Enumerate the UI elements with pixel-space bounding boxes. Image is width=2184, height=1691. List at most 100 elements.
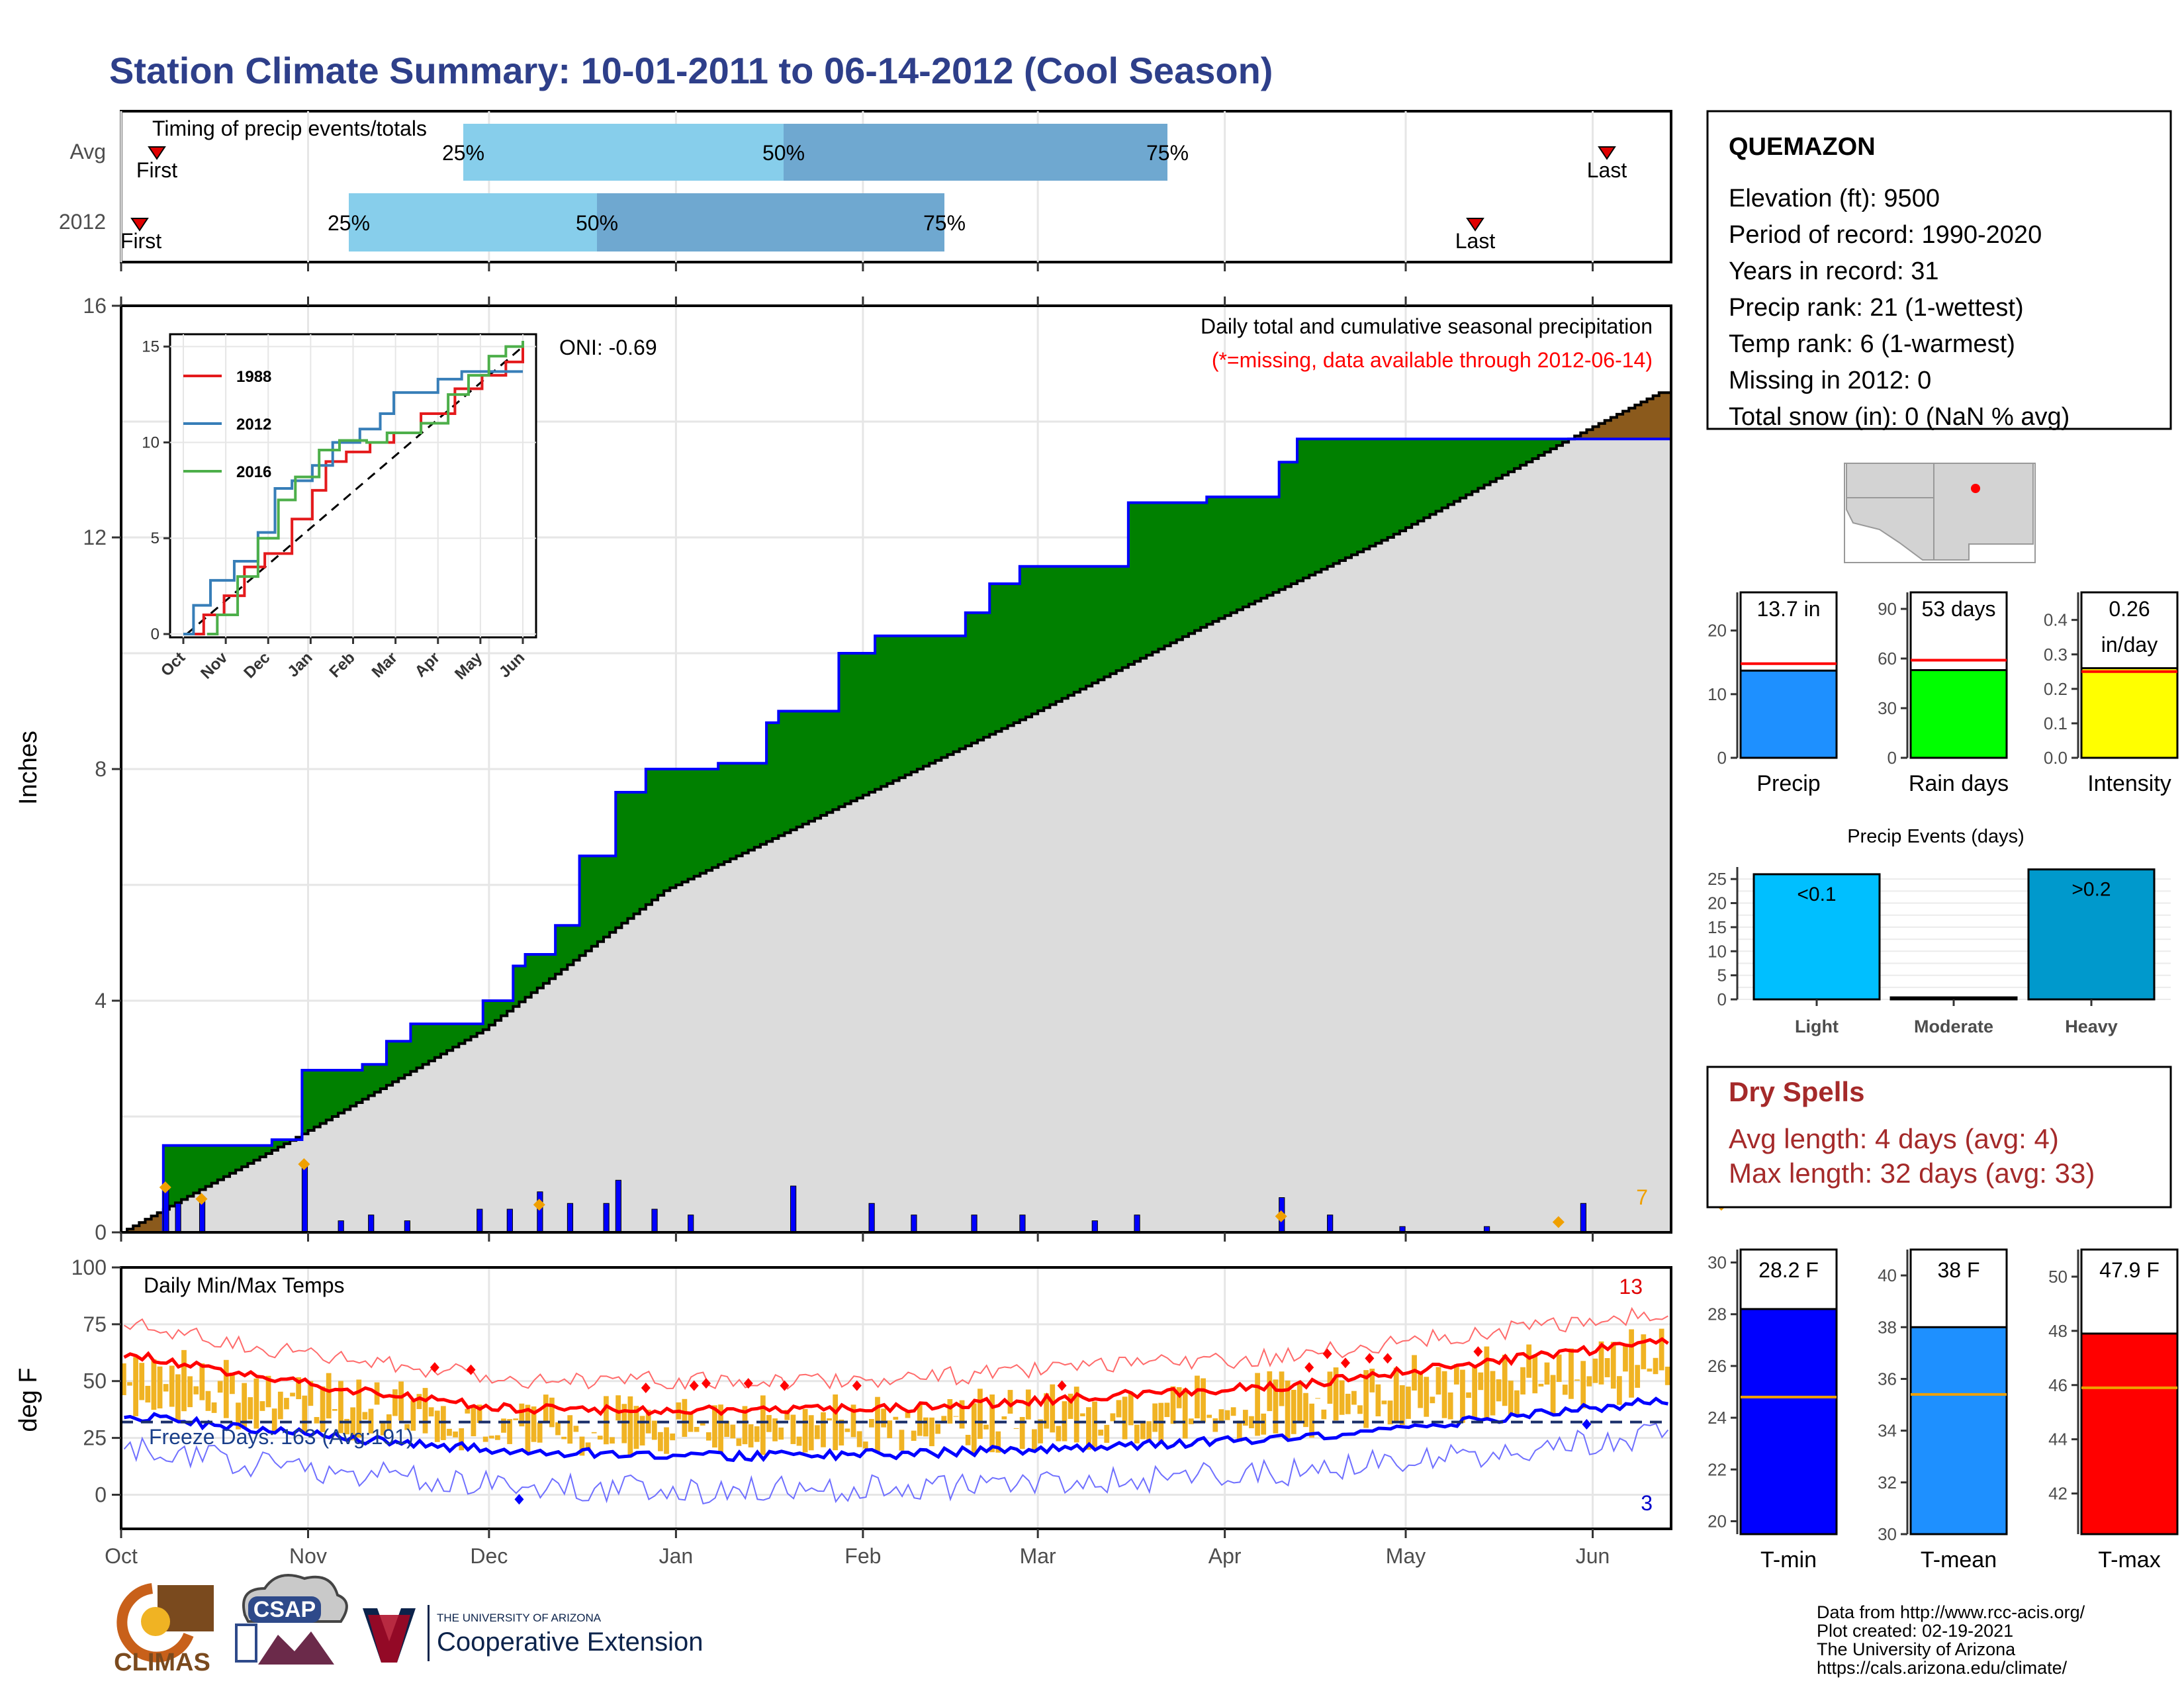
daily-precip-bar (163, 1185, 169, 1233)
station-name: QUEMAZON (1729, 133, 1876, 161)
daily-temp-bar (121, 1363, 126, 1396)
daily-temp-bar (923, 1417, 929, 1437)
daily-temp-bar (1502, 1354, 1508, 1406)
daily-temp-bar (230, 1373, 235, 1394)
temp-bar-ytick-label: 32 (1878, 1473, 1897, 1492)
climas-logo: CLIMAS (111, 1583, 214, 1676)
daily-temp-bar (754, 1426, 760, 1442)
daily-temp-bar (1375, 1384, 1381, 1416)
daily-temp-bar (1387, 1400, 1393, 1425)
extreme-event-marker (159, 1181, 171, 1193)
daily-temp-bar (1333, 1367, 1339, 1421)
daily-temp-bar (1001, 1416, 1007, 1420)
year-last-marker (1466, 218, 1484, 232)
month-tick-label: Mar (1020, 1544, 1056, 1568)
temp-ytick-label: 50 (83, 1369, 107, 1393)
daily-temp-bar (893, 1416, 899, 1420)
mini-bar-ytick-label: 10 (1707, 684, 1727, 704)
timing-panel: Timing of precip events/totals Avg 2012 … (59, 110, 1672, 271)
record-max-line (124, 1306, 1668, 1391)
temp-bar-ytick-label: 28 (1707, 1304, 1727, 1324)
daily-temp-bar (627, 1396, 633, 1457)
daily-temp-bar (1212, 1418, 1218, 1432)
daily-temp-bar (929, 1417, 934, 1447)
avg-last-marker (1598, 146, 1616, 160)
daily-temp-bar (350, 1407, 356, 1441)
year-p25-label: 25% (328, 211, 370, 235)
daily-temp-bar (133, 1357, 138, 1416)
inset-legend-label: 2016 (236, 463, 271, 481)
daily-temp-bar (621, 1404, 627, 1443)
daily-temp-bar (700, 1422, 705, 1426)
temp-bar-ytick-label: 30 (1878, 1524, 1897, 1544)
month-tick-label: Oct (105, 1544, 138, 1568)
record-high-marker (1057, 1380, 1067, 1391)
extreme-event-marker (1275, 1210, 1287, 1222)
station-line: Precip rank: 21 (1-wettest) (1729, 294, 2024, 322)
daily-temp-bar (658, 1432, 663, 1451)
temp-panel-title: Daily Min/Max Temps (144, 1273, 344, 1297)
daily-temp-bar (862, 1441, 868, 1449)
month-tick-label: May (1386, 1544, 1426, 1568)
daily-temp-bar (494, 1435, 500, 1440)
credits: Data from http://www.rcc-acis.org/ Plot … (1817, 1602, 2085, 1678)
mini-bar-ytick-label: 20 (1707, 621, 1727, 641)
daily-temp-bar (694, 1426, 700, 1432)
temp-bar-ytick-label: 42 (2048, 1484, 2068, 1504)
mini-bar-ytick-label: 90 (1878, 599, 1897, 619)
daily-temp-bar (995, 1431, 1001, 1453)
daily-temp-bar (730, 1424, 736, 1439)
precip-panel: 0 4 8 12 16 Inches Daily total and cumulativ… (15, 294, 1727, 1244)
daily-precip-bar (651, 1209, 658, 1233)
daily-temp-bar (338, 1381, 343, 1434)
daily-temp-bar (899, 1430, 905, 1451)
temp-bar-value: 38 F (1937, 1258, 1979, 1282)
daily-temp-bar (705, 1432, 711, 1441)
daily-temp-bar (236, 1402, 241, 1430)
daily-temp-bar (416, 1394, 422, 1410)
daily-temp-bar (633, 1406, 639, 1449)
daily-temp-bar (392, 1389, 398, 1416)
daily-temp-bar (199, 1363, 205, 1400)
daily-temp-bar (1562, 1385, 1568, 1395)
daily-temp-bar (1399, 1385, 1405, 1425)
month-tick-label: Nov (289, 1544, 327, 1568)
daily-temp-bar (682, 1398, 688, 1437)
daily-temp-bar (410, 1400, 416, 1431)
daily-temp-bar (1641, 1334, 1647, 1369)
daily-temp-bar (1242, 1410, 1248, 1426)
missing-note: (*=missing, data available through 2012-… (1212, 348, 1653, 372)
dry-spells-max: Max length: 32 days (avg: 33) (1729, 1158, 2095, 1189)
timing-row-year: 2012 (59, 210, 106, 234)
daily-temp-bar (1393, 1367, 1399, 1422)
daily-temp-bar (308, 1381, 314, 1406)
daily-temp-bar (881, 1408, 886, 1428)
daily-temp-bar (277, 1391, 283, 1420)
daily-precip-bar (301, 1162, 308, 1233)
daily-temp-bar (850, 1404, 856, 1438)
daily-temp-bar (639, 1416, 645, 1446)
station-line: Period of record: 1990-2020 (1729, 221, 2042, 249)
mini-bar-label: Intensity (2087, 771, 2171, 796)
daily-temp-bar (1472, 1365, 1478, 1419)
mini-bar-value: 53 days (1921, 597, 1995, 621)
daily-temp-bar (844, 1428, 850, 1432)
daily-temp-bar (1369, 1368, 1375, 1393)
daily-temp-bar (1128, 1393, 1134, 1426)
temp-bar-t-max (2080, 1332, 2179, 1535)
daily-temp-bar (1351, 1391, 1357, 1405)
daily-temp-bar (1297, 1383, 1302, 1422)
daily-temp-bar (1520, 1367, 1525, 1394)
daily-temp-bar (193, 1386, 199, 1394)
daily-temp-bar (1381, 1400, 1387, 1404)
temp-bar-ytick-label: 40 (1878, 1265, 1897, 1285)
avg-last-label: Last (1587, 158, 1627, 182)
avg-p75-label: 75% (1146, 141, 1189, 165)
daily-temp-bar (259, 1401, 265, 1411)
daily-temp-bar (1418, 1374, 1424, 1408)
precip-ytick-label: 16 (83, 294, 107, 318)
daily-temp-bar (1327, 1371, 1333, 1404)
daily-temp-bar (1490, 1371, 1496, 1416)
daily-temp-bar (905, 1410, 911, 1418)
